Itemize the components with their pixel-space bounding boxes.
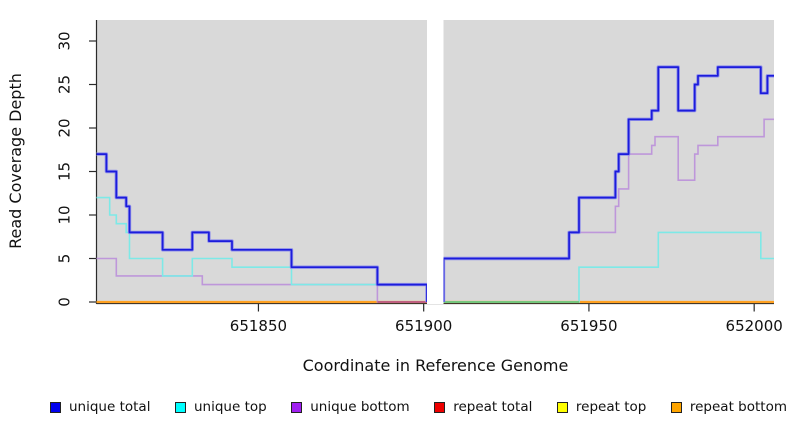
x-tick-label: 652000	[726, 317, 783, 335]
series-unique-total-line	[442, 66, 774, 302]
y-tick-label: 15	[56, 162, 74, 181]
legend-item-repeat-top: repeat top	[556, 399, 647, 415]
legend: unique total unique top unique bottom repea…	[50, 398, 787, 416]
x-tick-label: 651950	[560, 317, 617, 335]
legend-label: unique bottom	[310, 399, 410, 415]
legend-label: repeat bottom	[689, 399, 787, 415]
legend-label: repeat total	[453, 399, 533, 415]
legend-swatch-unique-bottom	[291, 401, 303, 413]
x-tick-label: 651850	[230, 317, 287, 335]
y-tick-label: 0	[56, 297, 74, 307]
legend-item-unique-total: unique total	[50, 399, 150, 415]
series-unique-top-line	[443, 231, 774, 303]
y-tick-label: 20	[56, 118, 74, 137]
legend-label: unique top	[194, 399, 267, 415]
legend-item-repeat-total: repeat total	[434, 399, 532, 415]
series-unique-bottom-line	[96, 257, 427, 303]
chart-canvas: 0 5 10 15 20 25 30 651850 651900 651950 652000	[56, 19, 783, 335]
y-tick-label: 30	[56, 31, 74, 50]
legend-swatch-repeat-top	[556, 401, 568, 413]
legend-label: unique total	[69, 399, 151, 415]
series-unique-total-line	[96, 153, 428, 302]
legend-swatch-repeat-bottom	[670, 401, 682, 413]
legend-item-unique-bottom: unique bottom	[291, 399, 410, 415]
legend-label: repeat top	[575, 399, 647, 415]
legend-item-repeat-bottom: repeat bottom	[670, 399, 787, 415]
legend-swatch-unique-top	[175, 401, 186, 413]
x-tick-label: 651900	[395, 317, 452, 335]
legend-item-unique-top: unique top	[175, 399, 267, 415]
y-tick-label: 5	[56, 254, 74, 264]
missing-data-gap	[426, 19, 444, 304]
y-tick-label: 10	[56, 205, 74, 224]
series-unique-bottom-line	[442, 118, 774, 302]
y-axis-title: Read Coverage Depth	[6, 73, 25, 249]
legend-swatch-repeat-total	[434, 401, 446, 413]
x-axis-title: Coordinate in Reference Genome	[302, 356, 569, 375]
y-tick-label: 25	[56, 75, 74, 94]
legend-swatch-unique-total	[50, 401, 61, 413]
